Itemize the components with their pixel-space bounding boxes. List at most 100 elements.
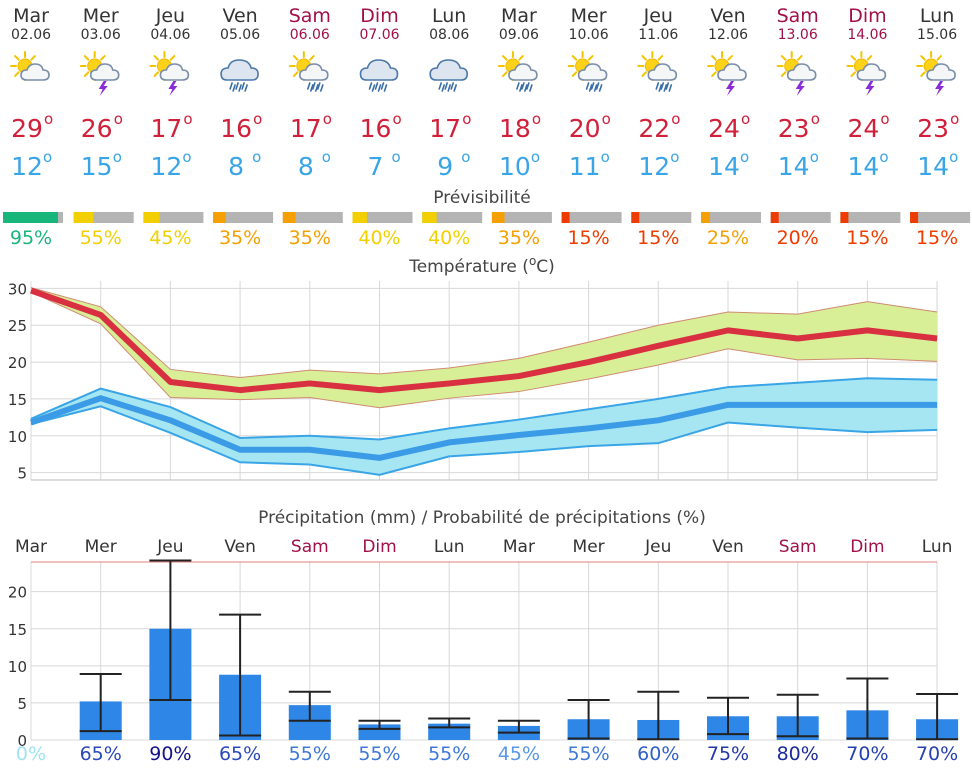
day-name: Ven — [222, 5, 257, 27]
sun-ray — [155, 56, 159, 60]
predictability-bar-fill — [213, 212, 226, 223]
predictability-percent: 35% — [219, 227, 261, 249]
degree-sign: o — [252, 148, 261, 166]
predictability-percent: 40% — [358, 227, 400, 249]
sun-ray — [85, 56, 89, 60]
rain-drop — [379, 85, 381, 91]
sun-ray — [642, 72, 646, 76]
temp-min: 8 — [228, 152, 244, 181]
sun-ray — [642, 56, 646, 60]
sun-ray — [519, 56, 523, 60]
cloud-rain-icon — [361, 60, 398, 91]
precipitation-day-label: Mar — [15, 537, 47, 557]
precipitation-day-label: Mar — [503, 537, 535, 557]
rain-drop — [236, 83, 238, 89]
rain-drop — [313, 83, 315, 89]
sun-cloud-icon — [11, 52, 49, 80]
sun-ray — [782, 56, 786, 60]
predictability-percent: 15% — [846, 227, 888, 249]
sun-ray — [573, 72, 577, 76]
sun-ray — [589, 56, 593, 60]
predictability-bar-fill — [771, 212, 779, 223]
rain-drop — [669, 85, 671, 91]
sun-ray — [15, 72, 19, 76]
rain-drop — [522, 83, 524, 89]
temp-min: 7 — [368, 152, 384, 181]
lightning-bolt — [935, 81, 944, 96]
temp-min: 14 — [708, 152, 740, 181]
precipitation-chart: Précipitation (mm) / Probabilité de préc… — [8, 508, 958, 765]
lightning-bolt — [865, 81, 874, 96]
sun-ray — [728, 56, 732, 60]
rain-drop — [527, 83, 529, 89]
predictability-bar-fill — [910, 212, 918, 223]
day-name: Jeu — [643, 5, 673, 27]
predictability-bar-fill — [492, 212, 505, 223]
predictability-item: 35% — [492, 212, 552, 249]
temperature-title: Température (oC) — [408, 254, 555, 277]
degree-sign: o — [43, 148, 52, 166]
predictability-bar-fill — [143, 212, 159, 223]
degree-sign: o — [253, 110, 262, 128]
cloud-rain-icon — [221, 60, 258, 91]
degree-sign: o — [393, 110, 402, 128]
sun-ray — [659, 56, 663, 60]
rain-drop — [385, 85, 387, 91]
degree-sign: o — [392, 148, 401, 166]
predictability-item: 25% — [701, 212, 761, 249]
precipitation-probability: 55% — [567, 743, 609, 765]
day-name: Sam — [289, 5, 331, 27]
degree-sign: o — [531, 148, 540, 166]
predictability-bar-track — [631, 212, 691, 223]
day-date: 05.06 — [220, 27, 260, 43]
precipitation-day-label: Dim — [362, 537, 396, 557]
predictability-percent: 95% — [10, 227, 52, 249]
precipitation-probability: 70% — [846, 743, 888, 765]
day-date: 06.06 — [290, 27, 330, 43]
sun-cloud-thunder-icon — [708, 52, 746, 96]
temperature-y-tick: 10 — [8, 428, 27, 446]
predictability-percent: 15% — [637, 227, 679, 249]
degree-sign: o — [322, 148, 331, 166]
precipitation-y-tick: 5 — [17, 695, 27, 713]
rain-drop — [239, 85, 241, 91]
temp-max: 18 — [499, 114, 531, 143]
day-name: Mar — [501, 5, 537, 27]
rain-drop — [370, 83, 372, 89]
temperature-title-unit: C) — [536, 257, 555, 277]
day-name: Mar — [13, 5, 49, 27]
predictability-bar-track — [562, 212, 622, 223]
degree-sign: o — [949, 148, 958, 166]
temp-min: 11 — [569, 152, 601, 181]
rain-drop — [597, 83, 599, 89]
precipitation-probability: 70% — [916, 743, 958, 765]
degree-sign: o — [671, 110, 680, 128]
degree-sign: o — [879, 148, 888, 166]
degree-sign: o — [670, 148, 679, 166]
sun-ray — [155, 72, 159, 76]
sun-ray — [712, 72, 716, 76]
precipitation-probability: 75% — [707, 743, 749, 765]
sun-cloud-thunder-icon — [81, 52, 119, 96]
temp-max: 16 — [220, 114, 252, 143]
rain-drop — [318, 83, 320, 89]
degree-sign: o — [811, 110, 820, 128]
precipitation-day-label: Sam — [291, 537, 329, 557]
temp-max: 26 — [81, 114, 113, 143]
predictability-percent: 35% — [289, 227, 331, 249]
rain-drop — [661, 83, 663, 89]
day-date: 10.06 — [569, 27, 609, 43]
sun-ray — [921, 56, 925, 60]
day-date: 09.06 — [499, 27, 539, 43]
day-name: Sam — [777, 5, 819, 27]
temp-min: 10 — [499, 152, 531, 181]
rain-drop — [439, 83, 441, 89]
precipitation-probability: 55% — [289, 743, 331, 765]
temp-max: 17 — [290, 114, 322, 143]
rain-drop — [233, 85, 235, 91]
temp-max: 23 — [917, 114, 949, 143]
